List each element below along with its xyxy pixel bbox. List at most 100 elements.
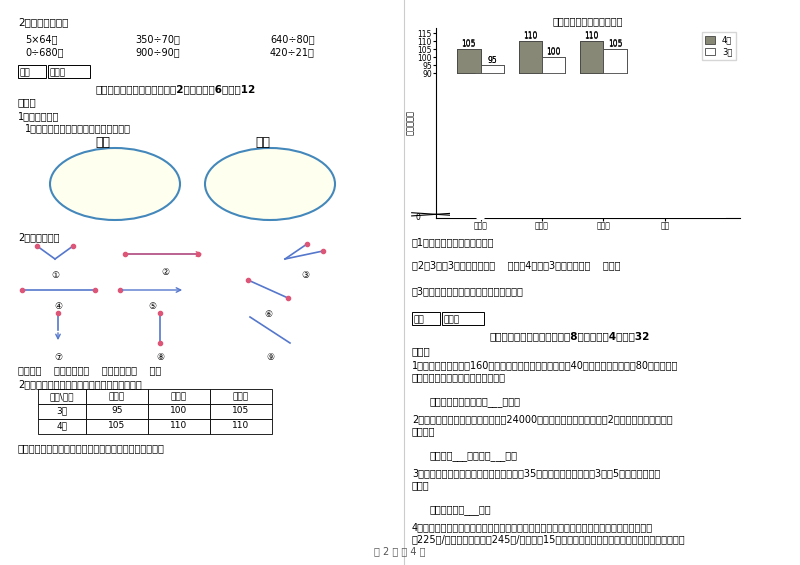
Bar (38, 404, 86, 419)
Bar (518, 41, 542, 73)
Text: 多少吨？: 多少吨？ (412, 426, 435, 436)
Text: 是225米/分，小李的速度是245米/分，经过15分钟两人第一次相遇，水库四周的道路长多少米？: 是225米/分，小李的速度是245米/分，经过15分钟两人第一次相遇，水库四周的… (412, 534, 686, 544)
Text: 110: 110 (170, 421, 188, 430)
Bar (86, 419, 148, 434)
Bar (86, 404, 148, 419)
Text: 95: 95 (487, 56, 497, 64)
Bar (148, 419, 210, 434)
Bar (148, 389, 210, 404)
Text: 105: 105 (608, 40, 622, 49)
Text: 100: 100 (546, 47, 561, 56)
Text: 0: 0 (416, 213, 421, 222)
Text: 105: 105 (108, 421, 126, 430)
Text: ⑥: ⑥ (264, 310, 272, 319)
Text: 105: 105 (232, 406, 250, 415)
Bar (580, 41, 603, 218)
Legend: 4月, 3月: 4月, 3月 (702, 32, 736, 59)
Text: 五年级: 五年级 (171, 392, 187, 401)
Text: 5×64＝: 5×64＝ (25, 34, 58, 44)
Text: 钝角: 钝角 (255, 136, 270, 149)
Text: 分）．: 分）． (412, 346, 430, 356)
Text: 4．小王和小李沿着水库四周的道路跑步，他们从同一地点同时出发，反向而行，小王的速度: 4．小王和小李沿着水库四周的道路跑步，他们从同一地点同时出发，反向而行，小王的速… (412, 522, 653, 532)
Text: 答：师傅比徒弟少用了___小时．: 答：师傅比徒弟少用了___小时． (430, 397, 521, 407)
Y-axis label: 数量（棵）: 数量（棵） (406, 110, 414, 136)
Bar (48, 65, 90, 78)
Bar (412, 312, 440, 325)
Text: 六、应用知识，解决问题（共8小题，每题4分，共32: 六、应用知识，解决问题（共8小题，每题4分，共32 (490, 331, 650, 341)
Bar (603, 49, 626, 73)
Bar (442, 312, 484, 325)
Text: 月份\年级: 月份\年级 (50, 392, 74, 401)
Text: 答：大米___吨，白面___吨．: 答：大米___吨，白面___吨． (430, 451, 518, 461)
Text: 110: 110 (232, 421, 250, 430)
Text: 2．看图填空．: 2．看图填空． (18, 232, 59, 242)
Text: ④: ④ (54, 302, 62, 311)
Text: ⑨: ⑨ (266, 353, 274, 362)
Text: 答：露露捐款___元．: 答：露露捐款___元． (430, 505, 492, 515)
Bar (481, 65, 504, 73)
Bar (18, 65, 46, 78)
Bar (457, 49, 481, 73)
Text: ⑤: ⑤ (148, 302, 156, 311)
Text: 105: 105 (608, 40, 622, 49)
Text: ②: ② (161, 268, 169, 277)
Text: 根据统计表信息完成下面的统计图，并回答下面的问题．: 根据统计表信息完成下面的统计图，并回答下面的问题． (18, 443, 165, 453)
Text: ⑦: ⑦ (54, 353, 62, 362)
Bar (38, 419, 86, 434)
Text: 得分: 得分 (19, 68, 30, 77)
Text: 640÷80＝: 640÷80＝ (270, 34, 314, 44)
Text: 少元？: 少元？ (412, 480, 430, 490)
Bar (210, 389, 272, 404)
Text: （1）哪个年级春季植树最多？: （1）哪个年级春季植树最多？ (412, 237, 494, 247)
Text: 350÷70＝: 350÷70＝ (135, 34, 180, 44)
Bar (481, 65, 504, 218)
Bar (210, 404, 272, 419)
Text: 100: 100 (546, 47, 561, 56)
Ellipse shape (205, 148, 335, 220)
Bar (86, 389, 148, 404)
Text: 95: 95 (111, 406, 122, 415)
Text: 直线有（    ），射线有（    ），线段有（    ）．: 直线有（ ），射线有（ ），线段有（ ）． (18, 365, 162, 375)
Title: 某小学春季植树情况统计图: 某小学春季植树情况统计图 (553, 16, 623, 26)
Bar (38, 389, 86, 404)
Bar (542, 57, 566, 73)
Text: 110: 110 (585, 32, 599, 41)
Text: 100: 100 (170, 406, 188, 415)
Text: 420÷21＝: 420÷21＝ (270, 47, 315, 57)
Text: 四年级: 四年级 (109, 392, 125, 401)
Text: 评题人: 评题人 (443, 315, 459, 324)
Text: 105: 105 (462, 40, 476, 49)
Text: ⑧: ⑧ (156, 353, 164, 362)
Text: （2）3月份3个年级共植树（    ）棵，4月份比3月份多植树（    ）棵．: （2）3月份3个年级共植树（ ）棵，4月份比3月份多植树（ ）棵． (412, 260, 621, 270)
Text: 1、把下面的各角度数填入相应的圈里．: 1、把下面的各角度数填入相应的圈里． (25, 123, 131, 133)
Text: 2．下面是某小学三个年级植树情况的统计表．: 2．下面是某小学三个年级植树情况的统计表． (18, 379, 142, 389)
Text: ①: ① (51, 271, 59, 280)
Text: 900÷90＝: 900÷90＝ (135, 47, 180, 57)
Bar (148, 404, 210, 419)
Text: 第 2 页 共 4 页: 第 2 页 共 4 页 (374, 546, 426, 556)
Text: 毕后，师傅比徒弟少用了多长时间？: 毕后，师傅比徒弟少用了多长时间？ (412, 372, 506, 382)
Text: 2．某粮店上月运进大米和白面共有24000吨，已知运进大米比白面多2倍，运进大米和白面各: 2．某粮店上月运进大米和白面共有24000吨，已知运进大米比白面多2倍，运进大米… (412, 414, 673, 424)
Text: 95: 95 (487, 55, 497, 64)
Text: ③: ③ (301, 271, 309, 280)
Text: （3）还能提出哪些问题？试着解决一下．: （3）还能提出哪些问题？试着解决一下． (412, 286, 524, 296)
Text: 分）．: 分）． (18, 97, 37, 107)
Text: 2．直接写得数．: 2．直接写得数． (18, 17, 68, 27)
Text: 105: 105 (462, 40, 476, 49)
Text: 0÷680＝: 0÷680＝ (25, 47, 63, 57)
Text: 3月: 3月 (57, 406, 67, 415)
Text: 110: 110 (585, 32, 599, 41)
Text: 4月: 4月 (57, 421, 67, 430)
Ellipse shape (50, 148, 180, 220)
Bar (603, 49, 626, 218)
Bar (210, 419, 272, 434)
Text: 1．师徒两人各自加工160个同样的零件，徒弟每小时加工40个，师傅每小时加工80个，加工完: 1．师徒两人各自加工160个同样的零件，徒弟每小时加工40个，师傅每小时加工80… (412, 360, 678, 370)
Text: 1．综合训练．: 1．综合训练． (18, 111, 59, 121)
Text: 110: 110 (523, 32, 538, 41)
Text: 3．平平在为汶川灾区捐款活动中，共捐款35元，露露捐款比平平的3倍少5元，露露捐款多: 3．平平在为汶川灾区捐款活动中，共捐款35元，露露捐款比平平的3倍少5元，露露捐… (412, 468, 660, 478)
Text: 110: 110 (523, 32, 538, 41)
Bar (450, 74, 726, 218)
Text: 得分: 得分 (413, 315, 424, 324)
Bar (457, 49, 481, 218)
Bar (518, 41, 542, 218)
